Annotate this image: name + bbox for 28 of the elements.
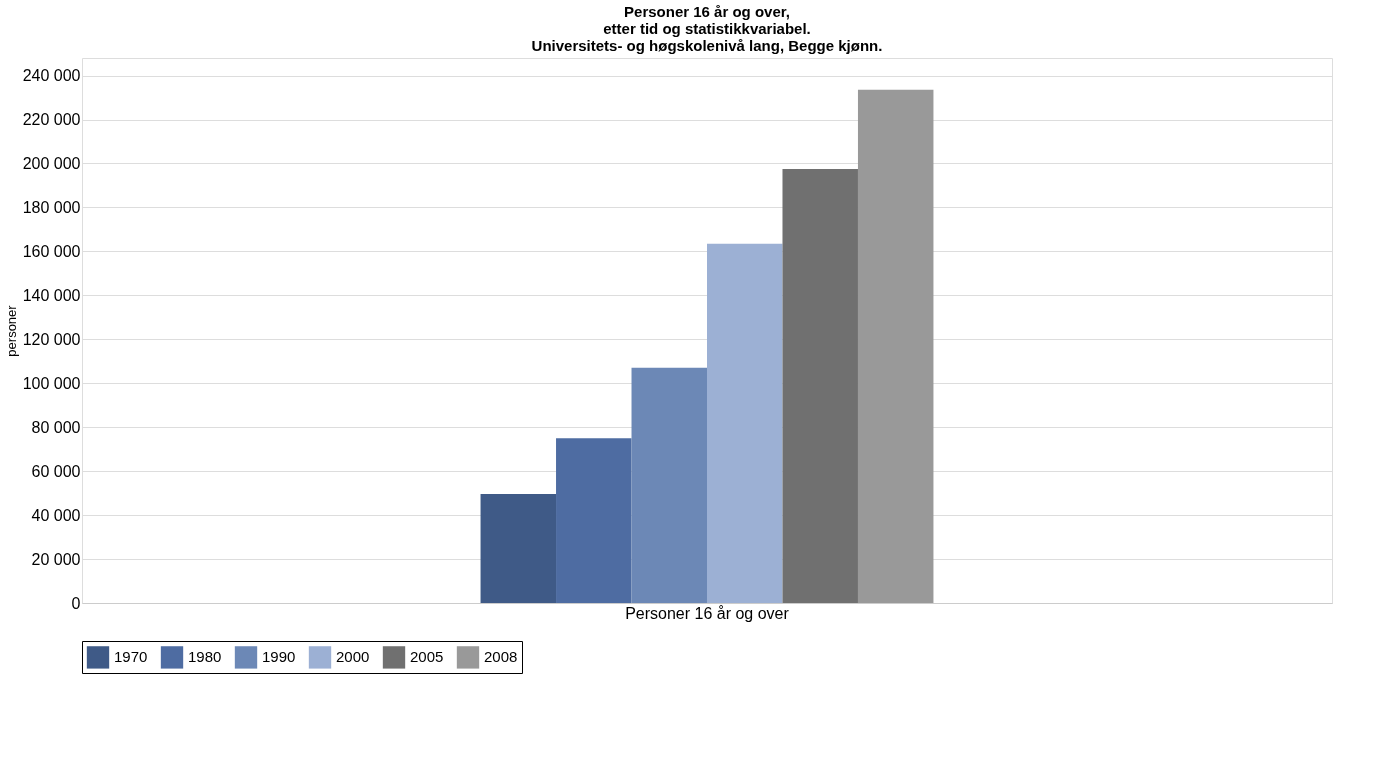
y-tick-label: 120 000 (22, 330, 81, 348)
y-tick-label: 220 000 (22, 111, 81, 129)
y-tick-label: 240 000 (22, 67, 81, 85)
bar (631, 367, 707, 603)
bar (857, 89, 934, 603)
y-tick-label: 100 000 (22, 374, 81, 392)
bar (782, 168, 858, 603)
chart-title: Personer 16 år og over, etter tid og statistikkvariabel. Universitets- og høgskolenivå lang, Begge kjønn. (531, 3, 883, 54)
legend-label: 1970 (114, 648, 148, 666)
y-tick-label: 0 (71, 594, 81, 612)
legend-label: 2008 (484, 648, 518, 666)
y-tick-label: 80 000 (31, 418, 81, 436)
y-tick-label: 60 000 (31, 462, 81, 480)
y-tick-label: 140 000 (22, 286, 81, 304)
legend-label: 2005 (410, 648, 444, 666)
y-axis-title: personer (3, 304, 19, 357)
legend-label: 1980 (188, 648, 222, 666)
y-tick-label: 160 000 (22, 242, 81, 260)
bar (556, 438, 632, 603)
x-tick-label: Personer 16 år og over (625, 604, 790, 622)
legend-label: 1990 (262, 648, 296, 666)
y-tick-label: 180 000 (22, 198, 81, 216)
legend-label: 2000 (336, 648, 370, 666)
y-tick-label: 40 000 (31, 506, 81, 524)
bar (707, 243, 783, 603)
bar (480, 494, 557, 603)
y-tick-label: 20 000 (31, 550, 81, 568)
y-tick-label: 200 000 (22, 154, 81, 172)
